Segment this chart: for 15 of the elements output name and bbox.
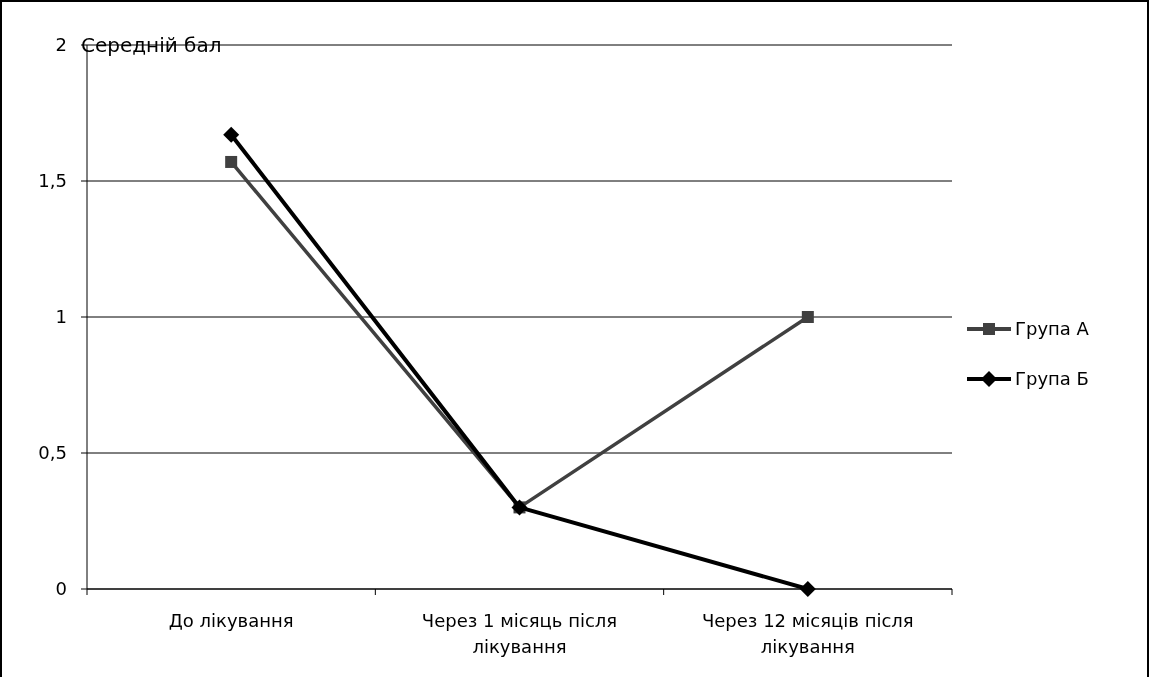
legend-label: Група А xyxy=(1015,318,1090,340)
x-tick-label: Через 12 місяців після лікування xyxy=(701,610,914,657)
y-tick-label: 1 xyxy=(55,306,67,328)
point xyxy=(801,311,814,323)
point xyxy=(799,581,816,597)
y-tick-label: 1,5 xyxy=(38,170,67,192)
y-tick-label: 0,5 xyxy=(38,442,67,464)
y-tick-label: 2 xyxy=(55,34,67,56)
x-tick-label: До лікування xyxy=(168,610,294,631)
x-tick-label: Через 1 місяць після лікування xyxy=(421,610,618,657)
point xyxy=(223,126,240,143)
y-axis-title: Середній бал xyxy=(81,33,222,57)
legend-label: Група Б xyxy=(1015,368,1089,390)
point xyxy=(225,155,238,168)
y-tick-label: 0 xyxy=(55,578,67,600)
